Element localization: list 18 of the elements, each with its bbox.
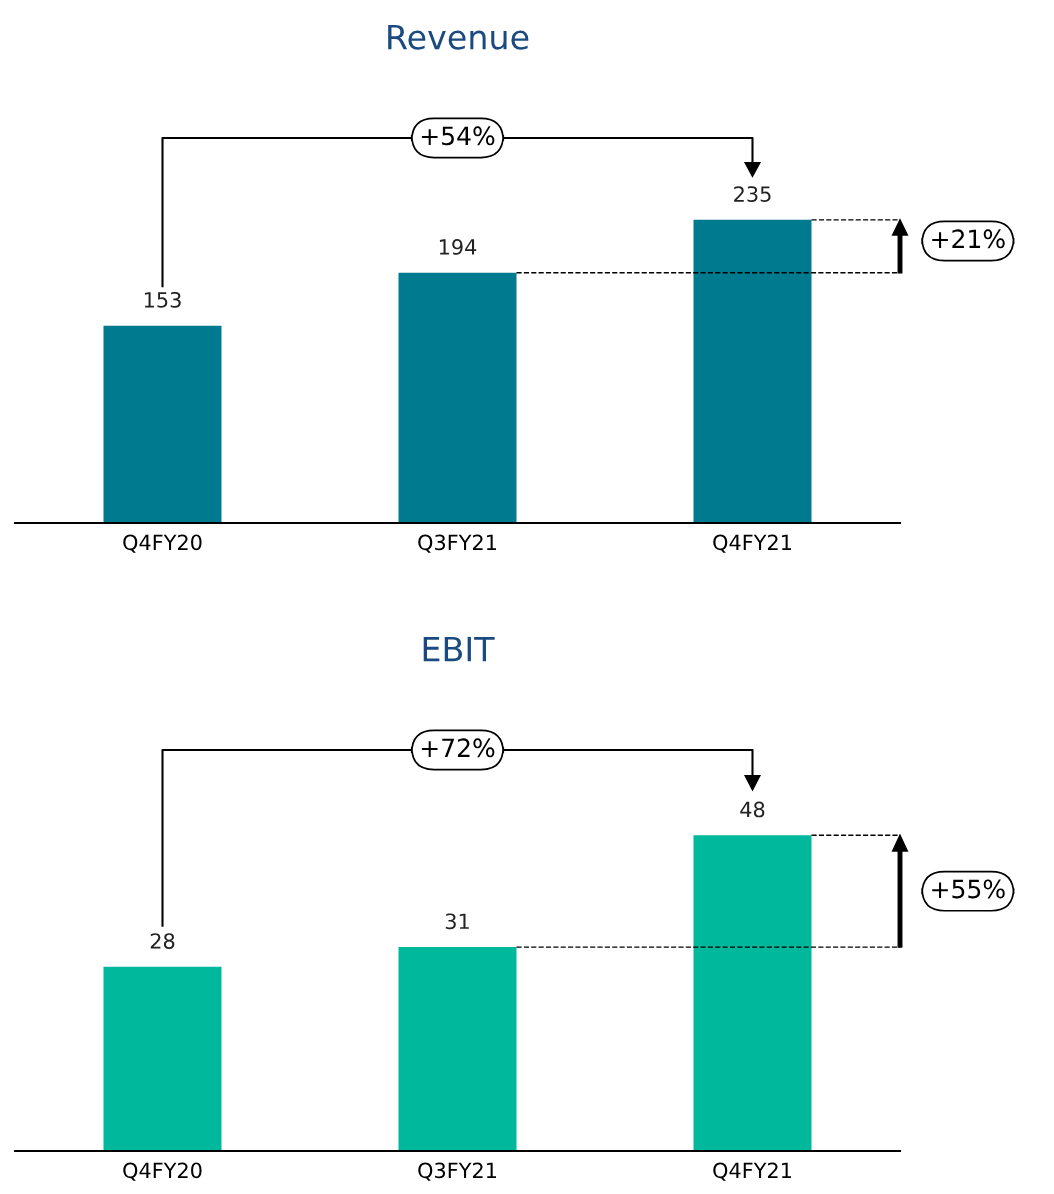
text: +54% [421, 126, 495, 146]
chart-title: Revenue [388, 24, 529, 50]
text: +21% [932, 229, 1005, 249]
data-label: 235 [734, 186, 771, 202]
text: +55% [932, 879, 1005, 899]
data-label: 28 [150, 933, 175, 949]
x-tick-label: Q3FY21 [418, 1162, 497, 1181]
x-tick-label: Q4FY21 [713, 1162, 792, 1181]
text: +72% [421, 738, 495, 758]
data-label: 48 [740, 801, 765, 818]
data-label: 153 [144, 291, 181, 308]
x-tick-label: Q4FY20 [123, 1162, 202, 1181]
x-tick-label: Q4FY20 [123, 534, 202, 553]
data-label: 31 [445, 913, 469, 930]
x-tick-label: Q4FY21 [713, 534, 792, 553]
chart-title: EBIT [423, 636, 495, 662]
x-tick-label: Q3FY21 [418, 534, 497, 553]
data-label: 194 [439, 239, 477, 255]
